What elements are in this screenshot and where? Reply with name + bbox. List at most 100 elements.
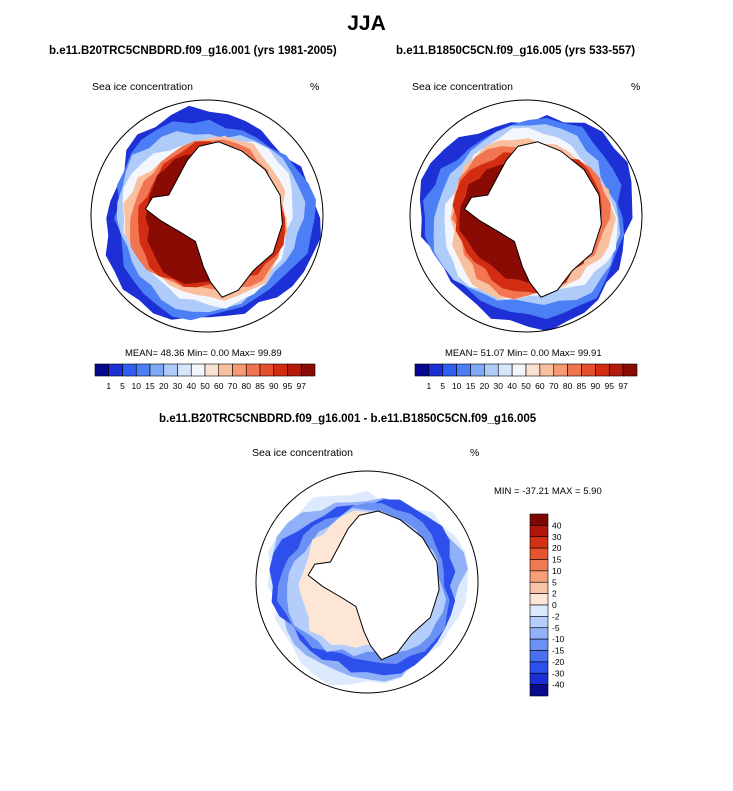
panel2-min-value: 0.00 — [530, 348, 550, 359]
antarctica-landmass — [463, 141, 602, 298]
colorbar-tick-label: 50 — [200, 381, 210, 391]
colorbar-swatch — [414, 363, 430, 377]
colorbar-tick-label: 97 — [297, 381, 307, 391]
colorbar-swatch — [273, 363, 288, 377]
colorbar-swatch — [497, 363, 513, 377]
colorbar-swatch — [553, 363, 568, 377]
colorbar-swatch — [529, 593, 549, 606]
panel1-map — [91, 100, 323, 332]
panel1-units-label: % — [310, 81, 320, 93]
colorbar-tick-label: -10 — [552, 634, 565, 644]
panel2-variable-label: Sea ice concentration — [412, 81, 513, 93]
colorbar-tick-label: 20 — [552, 543, 562, 553]
colorbar-swatch — [287, 363, 302, 377]
colorbar-swatch — [539, 363, 555, 377]
colorbar-tick-label: 90 — [591, 381, 601, 391]
colorbar-tick-label: 0 — [552, 600, 557, 610]
figure-title: JJA — [347, 12, 386, 35]
colorbar-tick-label: 90 — [269, 381, 279, 391]
colorbar-swatch — [581, 363, 596, 377]
colorbar-tick-label: 1 — [106, 381, 111, 391]
colorbar-swatch — [529, 547, 549, 560]
colorbar-swatch — [529, 684, 549, 697]
panel2-map — [410, 100, 642, 332]
panel3-units-label: % — [470, 447, 480, 459]
panel1-min-value: 0.00 — [210, 348, 230, 359]
colorbar-swatch — [608, 363, 624, 377]
colorbar-tick-label: 80 — [242, 381, 252, 391]
panel1-mean-label: MEAN= — [125, 348, 158, 359]
panel3-variable-label: Sea ice concentration — [252, 447, 353, 459]
colorbar-swatch — [149, 363, 165, 377]
panel3-min-label: MIN = — [494, 486, 520, 497]
colorbar-swatch — [94, 363, 110, 377]
colorbar-swatch — [529, 650, 549, 663]
colorbar-swatch — [529, 525, 549, 538]
panel2-stats: MEAN= 51.07 Min= 0.00 Max= 99.91 — [445, 348, 602, 359]
colorbar-tick-label: 15 — [466, 381, 476, 391]
colorbar-tick-label: 70 — [549, 381, 559, 391]
colorbar-tick-label: 40 — [187, 381, 197, 391]
colorbar-tick-label: 30 — [552, 532, 562, 542]
colorbar-tick-label: 30 — [173, 381, 183, 391]
panel3-stats: MIN = -37.21 MAX = 5.90 — [494, 486, 602, 497]
panel1-min-label: Min= — [187, 348, 208, 359]
colorbar-tick-label: 10 — [552, 566, 562, 576]
colorbar-swatch — [300, 363, 316, 377]
panel3-map — [256, 471, 478, 693]
colorbar-swatch — [529, 627, 549, 640]
colorbar-tick-label: -15 — [552, 646, 565, 656]
colorbar-tick-label: 5 — [120, 381, 125, 391]
panel1-max-label: Max= — [231, 348, 256, 359]
colorbar-swatch — [204, 363, 220, 377]
colorbar-tick-label: 20 — [480, 381, 490, 391]
panel3-max-label: MAX = — [551, 486, 581, 497]
colorbar-tick-label: 40 — [507, 381, 517, 391]
colorbar-tick-label: 1 — [427, 381, 432, 391]
colorbar-tick-label: 15 — [145, 381, 155, 391]
colorbar-tick-label: 10 — [132, 381, 142, 391]
colorbar-tick-label: -2 — [552, 611, 560, 621]
panel1-stats: MEAN= 48.36 Min= 0.00 Max= 99.89 — [125, 348, 282, 359]
colorbar-swatch — [442, 363, 457, 377]
panel3-title: b.e11.B20TRC5CNBDRD.f09_g16.001 - b.e11.… — [159, 413, 537, 425]
panel1-map-boundary — [90, 99, 324, 333]
panel3-min-value: -37.21 — [522, 486, 550, 497]
colorbar-tick-label: 15 — [552, 555, 562, 565]
panel1-variable-label: Sea ice concentration — [92, 81, 193, 93]
colorbar-tick-label: -20 — [552, 657, 565, 667]
colorbar-swatch — [525, 363, 541, 377]
colorbar-tick-label: 95 — [283, 381, 293, 391]
colorbar-swatch — [163, 363, 178, 377]
colorbar-tick-label: 2 — [552, 589, 557, 599]
colorbar-swatch — [529, 616, 549, 629]
colorbar-tick-label: 85 — [255, 381, 265, 391]
colorbar-swatch — [122, 363, 137, 377]
colorbar-tick-label: 10 — [452, 381, 462, 391]
colorbar-swatch — [511, 363, 527, 377]
panel1-mean-value: 48.36 — [160, 348, 185, 359]
colorbar-swatch — [232, 363, 247, 377]
colorbar-swatch — [529, 638, 549, 651]
panel2-max-value: 99.91 — [577, 348, 602, 359]
colorbar-swatch — [529, 559, 549, 572]
colorbar-tick-label: 20 — [159, 381, 169, 391]
panel2-units-label: % — [631, 81, 641, 93]
colorbar-tick-label: 85 — [577, 381, 587, 391]
colorbar-swatch — [595, 363, 610, 377]
colorbar-tick-label: 5 — [552, 577, 557, 587]
colorbar-swatch — [470, 363, 485, 377]
colorbar-swatch — [177, 363, 192, 377]
panel2-mean-value: 51.07 — [480, 348, 505, 359]
colorbar-tick-label: 5 — [440, 381, 445, 391]
colorbar-swatch — [529, 581, 549, 594]
colorbar-swatch — [190, 363, 206, 377]
colorbar-swatch — [484, 363, 499, 377]
colorbar-tick-label: 97 — [618, 381, 628, 391]
panel3-map-boundary — [255, 470, 479, 694]
colorbar-tick-label: 80 — [563, 381, 573, 391]
colorbar-swatch — [428, 363, 444, 377]
colorbar-tick-label: -30 — [552, 668, 565, 678]
panel3-max-value: 5.90 — [583, 486, 602, 497]
